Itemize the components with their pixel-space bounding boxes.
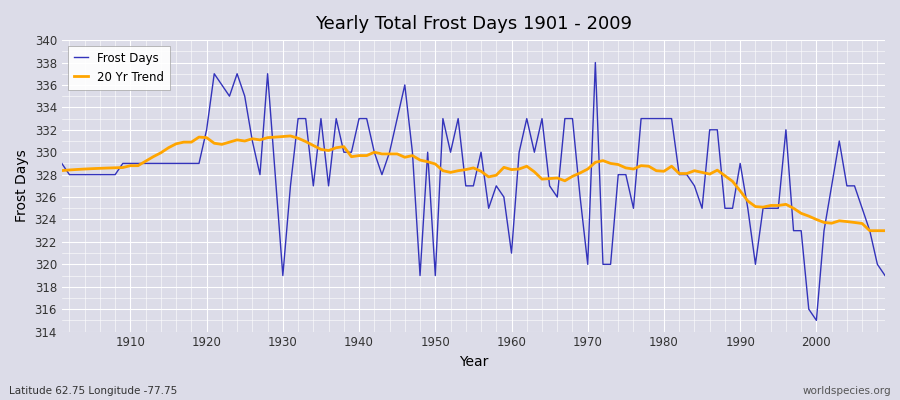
Frost Days	[590, 60, 601, 65]
Frost Days	[331, 116, 342, 121]
Frost Days	[117, 161, 128, 166]
Frost Days	[879, 273, 890, 278]
Line: 20 Yr Trend: 20 Yr Trend	[62, 136, 885, 231]
20 Yr Trend	[292, 136, 303, 141]
Legend: Frost Days, 20 Yr Trend: Frost Days, 20 Yr Trend	[68, 46, 170, 90]
20 Yr Trend	[506, 167, 517, 172]
Frost Days	[57, 161, 68, 166]
20 Yr Trend	[879, 228, 890, 233]
Frost Days	[811, 318, 822, 323]
Frost Days	[285, 184, 296, 188]
20 Yr Trend	[514, 167, 525, 172]
20 Yr Trend	[605, 161, 616, 166]
X-axis label: Year: Year	[459, 355, 488, 369]
Frost Days	[499, 195, 509, 200]
Text: worldspecies.org: worldspecies.org	[803, 386, 891, 396]
Y-axis label: Frost Days: Frost Days	[15, 150, 29, 222]
20 Yr Trend	[285, 134, 296, 138]
Text: Latitude 62.75 Longitude -77.75: Latitude 62.75 Longitude -77.75	[9, 386, 177, 396]
20 Yr Trend	[117, 165, 128, 170]
20 Yr Trend	[864, 228, 875, 233]
Frost Days	[605, 262, 616, 267]
20 Yr Trend	[338, 144, 349, 149]
Line: Frost Days: Frost Days	[62, 62, 885, 320]
Frost Days	[506, 251, 517, 256]
20 Yr Trend	[57, 168, 68, 173]
Title: Yearly Total Frost Days 1901 - 2009: Yearly Total Frost Days 1901 - 2009	[315, 15, 632, 33]
